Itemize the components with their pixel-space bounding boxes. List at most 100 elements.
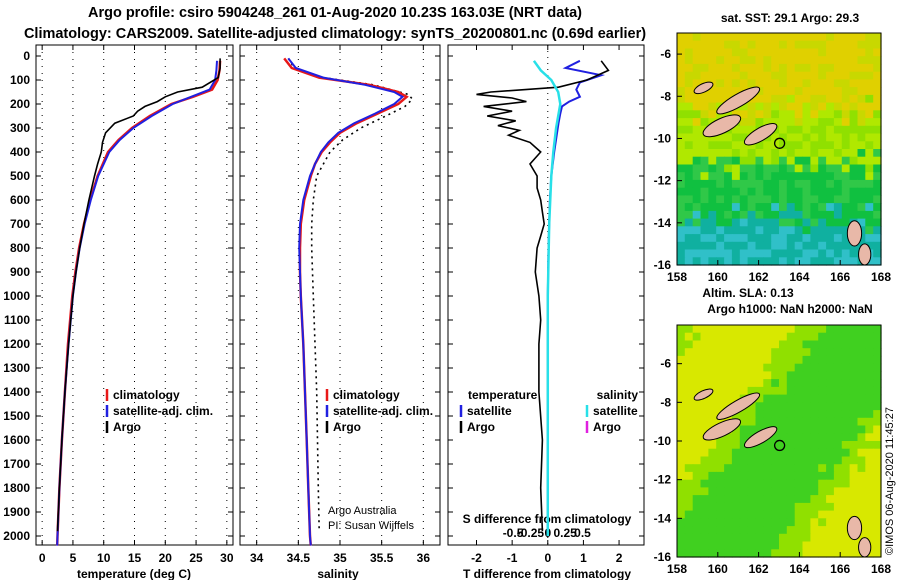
map-2-cell <box>684 340 694 349</box>
map-1-cell <box>724 179 733 189</box>
map-1-cell <box>786 226 796 235</box>
map-2-cell <box>841 464 851 473</box>
map-2-cell <box>716 479 725 488</box>
map-2-cell <box>708 348 717 357</box>
map-1-cell <box>771 79 780 88</box>
map-1-cell <box>731 249 741 258</box>
map-2-cell <box>677 495 686 504</box>
map-2-cell <box>794 394 804 403</box>
map-1-cell <box>692 195 702 204</box>
map-2-cell <box>818 456 827 465</box>
map-1-cell <box>794 48 804 57</box>
map-2-cell <box>818 541 827 550</box>
map-1-cell <box>794 195 804 204</box>
map-1-cell <box>700 179 709 189</box>
map-2-cell <box>700 502 709 512</box>
map-2-cell <box>700 379 709 388</box>
map-2-cell <box>708 441 717 450</box>
map-2-cell <box>755 332 764 341</box>
map-1-cell <box>833 94 843 104</box>
map-1-cell <box>779 257 788 266</box>
map-2-cell <box>677 441 686 450</box>
map-1-cell <box>857 133 866 142</box>
map-1-cell <box>747 102 756 111</box>
map-1-cell <box>739 187 749 196</box>
map-1-cell <box>684 133 694 142</box>
depth-tick-label: 900 <box>10 265 30 279</box>
map-1-cell <box>684 195 694 204</box>
map-1-cell <box>865 179 874 189</box>
map-1-cell <box>677 241 686 251</box>
map-1-cell <box>716 241 725 251</box>
map-2-cell <box>692 379 702 388</box>
map-1-cell <box>794 164 804 173</box>
map-2-cell <box>708 464 717 473</box>
map-2-cell <box>731 471 741 481</box>
map-1-cell <box>708 141 717 150</box>
map-2-cell <box>700 348 709 357</box>
map-1-cell <box>810 241 819 251</box>
map-2-cell <box>794 402 804 411</box>
map-2-cell <box>786 448 796 457</box>
map-1-cell <box>771 172 780 181</box>
map-2-cell <box>763 495 772 504</box>
map-2-cell <box>716 379 725 388</box>
map-1-cell <box>739 164 749 173</box>
map-2-cell <box>833 479 843 488</box>
map-2-cell <box>779 433 788 442</box>
map-2-cell <box>677 410 686 419</box>
map-2-cell <box>684 510 694 519</box>
map-2-cell <box>779 410 788 419</box>
map-2-cell <box>857 471 866 481</box>
map-2-cell <box>716 541 725 550</box>
map-1-cell <box>857 56 866 65</box>
map-2-cell <box>755 479 764 488</box>
map-2-cell <box>802 379 811 388</box>
map-1-cell <box>873 56 882 65</box>
map-2-cell <box>857 340 866 349</box>
map-1-cell <box>833 40 843 49</box>
map-1-cell <box>692 156 702 165</box>
map-1-cell <box>700 33 709 42</box>
map-2-cell <box>802 417 811 427</box>
map-2-cell <box>865 379 874 388</box>
map-2-cell <box>739 510 749 519</box>
map-2-cell <box>794 355 804 365</box>
map-1-cell <box>684 203 694 212</box>
depth-tick-label: 1100 <box>4 313 30 327</box>
map-2-cell <box>747 340 756 349</box>
map-2-cell <box>865 348 874 357</box>
map-2-cell <box>826 502 835 512</box>
map-1-cell <box>833 79 843 88</box>
map-2-cell <box>739 456 749 465</box>
map-2-argo-marker <box>773 439 786 452</box>
map-2-cell <box>802 471 811 481</box>
map-2-cell <box>747 533 756 543</box>
map-2-cell <box>755 325 764 334</box>
map-1-cell <box>755 156 764 165</box>
map-2-cell <box>873 394 882 403</box>
map-2-cell <box>818 495 827 504</box>
map-1-cell <box>810 102 819 111</box>
map-1-cell <box>873 133 882 142</box>
map-1-cell <box>841 48 851 57</box>
map-2-cell <box>841 363 851 372</box>
map-1-cell <box>779 87 788 96</box>
map-2-cell <box>700 325 709 334</box>
map-1-cell <box>849 118 858 127</box>
map-1-cell <box>677 179 686 189</box>
map-1-cell <box>794 40 804 49</box>
map-1-cell <box>810 203 819 212</box>
map-1-cell <box>747 48 756 57</box>
map-1-cell <box>763 102 772 111</box>
diff-legend-temp-title: temperature <box>468 388 538 402</box>
map-2-cell <box>724 386 733 396</box>
map-1-cell <box>700 210 709 220</box>
map-1-cell <box>763 210 772 220</box>
map-2-cell <box>849 410 858 419</box>
map-2-cell <box>763 518 772 527</box>
map-2-cell <box>841 487 851 496</box>
map-1-cell <box>700 110 709 119</box>
map-2-cell <box>755 340 764 349</box>
map-2-cell <box>677 456 686 465</box>
